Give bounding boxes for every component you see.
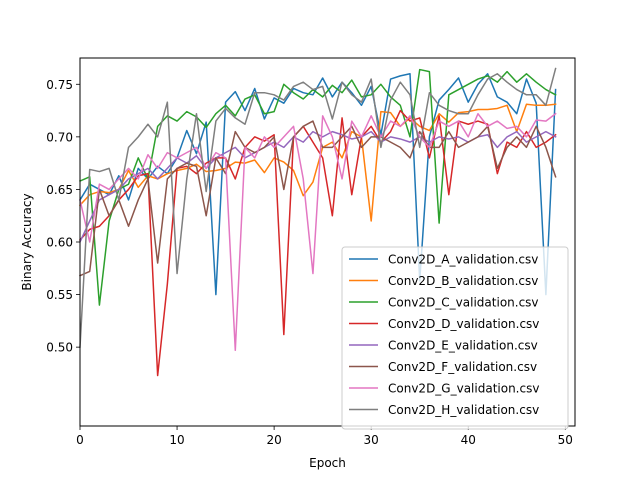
legend-label: Conv2D_E_validation.csv	[388, 339, 538, 353]
legend-label: Conv2D_H_validation.csv	[388, 403, 539, 417]
x-tick-label: 30	[364, 433, 379, 447]
y-tick-label: 0.55	[46, 288, 73, 302]
series-lines	[78, 67, 557, 377]
x-tick-label: 50	[558, 433, 573, 447]
series-line-7	[79, 112, 557, 352]
legend-label: Conv2D_A_validation.csv	[388, 253, 538, 267]
x-axis-label: Epoch	[309, 456, 346, 470]
series-line-1	[78, 73, 557, 296]
y-axis-label: Binary Accuracy	[20, 193, 34, 290]
y-tick-label: 0.65	[46, 183, 73, 197]
legend-label: Conv2D_F_validation.csv	[388, 360, 537, 374]
legend-label: Conv2D_C_validation.csv	[388, 296, 539, 310]
series-line-3	[79, 68, 557, 306]
series-line-4	[78, 109, 557, 377]
x-tick-label: 0	[76, 433, 84, 447]
series-line-6	[79, 120, 557, 277]
legend-label: Conv2D_G_validation.csv	[388, 382, 539, 396]
legend-label: Conv2D_B_validation.csv	[388, 274, 538, 288]
y-tick-label: 0.60	[46, 236, 73, 250]
legend: Conv2D_A_validation.csv Conv2D_B_validati…	[341, 246, 569, 430]
y-tick-label: 0.70	[46, 130, 73, 144]
series-line-8	[79, 67, 557, 348]
legend-label: Conv2D_D_validation.csv	[388, 317, 539, 331]
y-tick-label: 0.50	[46, 341, 73, 355]
legend-box	[341, 246, 569, 430]
y-tick-label: 0.75	[46, 78, 73, 92]
x-tick-label: 20	[266, 433, 281, 447]
x-tick-label: 10	[169, 433, 184, 447]
x-axis: 0 10 20 30 40 50	[76, 426, 573, 447]
x-tick-label: 40	[461, 433, 476, 447]
y-axis: 0.50 0.55 0.60 0.65 0.70 0.75	[46, 78, 80, 355]
